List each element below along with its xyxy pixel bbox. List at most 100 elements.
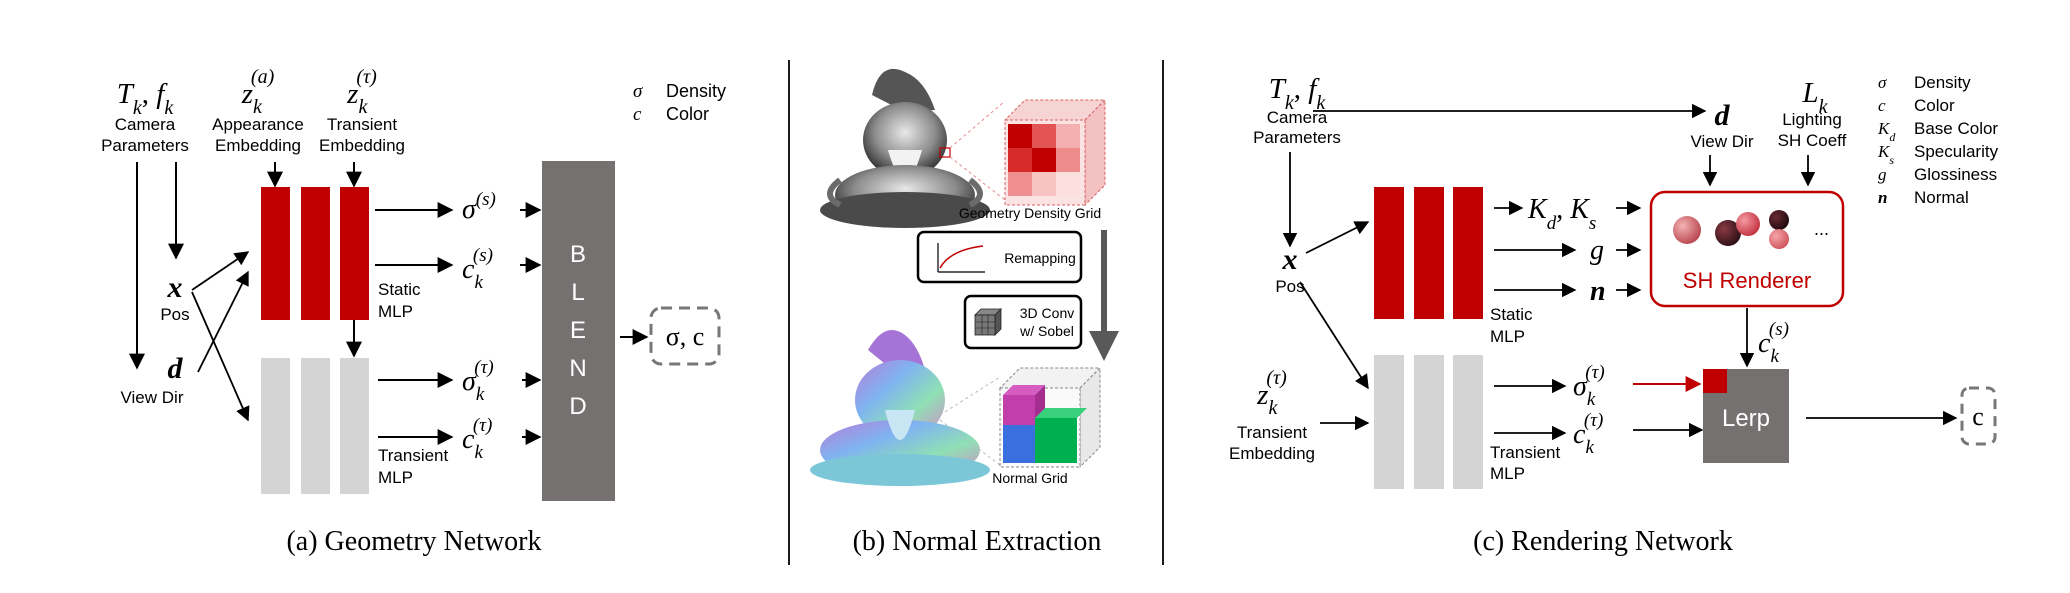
kd-ks-label: Kd, Ks [1527, 194, 1596, 234]
legend-c-symbol: g [1878, 165, 1887, 184]
legend-c-symbol: Ks [1877, 142, 1894, 167]
legend-c-symbol: Kd [1877, 119, 1896, 144]
lighting-label-2: SH Coeff [1778, 131, 1847, 150]
appearance-embedding-label-1: Appearance [212, 115, 304, 134]
geometry-grid-label: Geometry Density Grid [959, 205, 1101, 221]
red-voxel-cube-icon [1003, 98, 1107, 207]
static-mlp-layer [301, 187, 330, 320]
transient-embedding-symbol: zk(τ) [346, 66, 377, 118]
transient-embedding-label-1: Transient [327, 115, 398, 134]
static-mlp-layer [1414, 187, 1444, 319]
sh-renderer-label: SH Renderer [1683, 268, 1811, 293]
transient-mlp-label-1: Transient [378, 446, 449, 465]
pos-c-symbol: x [1282, 243, 1298, 276]
arrow-pos-to-static [191, 251, 250, 291]
conv-label-2: w/ Sobel [1019, 323, 1074, 339]
grid-cube-icon [974, 308, 1002, 336]
transient-mlp-c-label-1: Transient [1490, 443, 1561, 462]
static-mlp-c [1374, 187, 1483, 319]
legend-a-density-label: Density [666, 81, 726, 101]
arrow-pos-to-transient [191, 291, 250, 422]
shaded-spheres-icon [1673, 210, 1789, 249]
blend-letter: E [570, 317, 586, 344]
sigma-static-label: σ(s) [462, 189, 496, 225]
color-transient-label: ck(τ) [462, 415, 492, 463]
arrow-dir-to-static [197, 270, 249, 373]
gnome-statue-normal-map-image [810, 330, 990, 486]
caption-b: (b) Normal Extraction [853, 526, 1102, 557]
panel-geometry-network: Tk, fk Camera Parameters zk(a) Appearanc… [101, 66, 726, 557]
static-mlp-layer [1453, 187, 1483, 319]
caption-a: (a) Geometry Network [286, 526, 541, 557]
gnome-statue-grayscale-image [820, 68, 990, 228]
conv-label-1: 3D Conv [1020, 305, 1074, 321]
panel-normal-extraction: Geometry Density Grid Remapping 3D Conv … [810, 68, 1119, 557]
legend-c-symbol: n [1878, 188, 1887, 207]
lighting-label-1: Lighting [1782, 110, 1842, 129]
panel-rendering-network: Tk, fk Camera Parameters d View Dir Lk L… [1229, 73, 1999, 557]
sh-renderer-box [1649, 190, 1845, 308]
pos-c-label: Pos [1275, 277, 1304, 296]
transient-embedding-c-label-1: Transient [1237, 423, 1308, 442]
legend-a-color-symbol: c [633, 104, 642, 125]
viewdir-symbol-d: d [168, 352, 184, 385]
transient-mlp-c [1374, 355, 1483, 489]
transient-mlp-a [261, 358, 369, 494]
transient-mlp-c-label-2: MLP [1490, 464, 1525, 483]
output-label-a: σ, c [666, 322, 705, 351]
output-box-c [1960, 386, 1997, 446]
legend-c-label: Normal [1914, 188, 1969, 207]
sigma-transient-label: σk(τ) [462, 357, 494, 405]
sigma-transient-c-label: σk(τ) [1573, 362, 1605, 410]
remapping-box [916, 230, 1083, 284]
curve-plot-icon [937, 243, 985, 273]
lighting-symbol: Lk [1801, 77, 1828, 118]
g-label: g [1590, 235, 1604, 266]
transient-mlp-layer [1414, 355, 1444, 489]
static-mlp-layer [1374, 187, 1404, 319]
camera-params-label-1: Camera [115, 115, 176, 134]
remapping-label: Remapping [1004, 250, 1076, 266]
legend-a-color-label: Color [666, 104, 709, 124]
legend-c-label: Color [1914, 96, 1955, 115]
n-label: n [1590, 276, 1606, 307]
static-mlp-c-label-2: MLP [1490, 327, 1525, 346]
appearance-embedding-label-2: Embedding [215, 136, 301, 155]
blend-box [542, 161, 615, 501]
viewdir-label: View Dir [121, 388, 184, 407]
color-static-label: ck(s) [462, 245, 493, 293]
legend-c-symbol: σ [1878, 73, 1887, 92]
camera-params-c-label-2: Parameters [1253, 128, 1341, 147]
output-label-c: c [1972, 402, 1984, 431]
legend-c-label: Glossiness [1914, 165, 1997, 184]
blend-letter: N [569, 355, 586, 382]
arrow-pos-to-static-c [1305, 221, 1370, 254]
transient-mlp-label-2: MLP [378, 468, 413, 487]
static-mlp-layer [261, 187, 290, 320]
transient-embedding-label-2: Embedding [319, 136, 405, 155]
pos-label: Pos [160, 305, 189, 324]
transient-mlp-layer [1374, 355, 1404, 489]
sh-ellipsis: ... [1814, 219, 1829, 239]
static-mlp-a [261, 187, 369, 320]
appearance-embedding-symbol: zk(a) [241, 66, 275, 118]
blend-letter: B [570, 241, 586, 268]
legend-a-density-symbol: σ [633, 81, 643, 102]
output-box-a [649, 306, 721, 366]
legend-c-label: Specularity [1914, 142, 1999, 161]
static-mlp-layer [340, 187, 369, 320]
arrow-pos-to-transient-c [1299, 281, 1369, 390]
lerp-label: Lerp [1722, 405, 1770, 432]
caption-c: (c) Rendering Network [1473, 526, 1733, 557]
camera-params-label-2: Parameters [101, 136, 189, 155]
blend-letter: D [569, 393, 586, 420]
transient-mlp-layer [301, 358, 330, 494]
camera-params-symbol: Tk, fk [117, 78, 175, 119]
static-mlp-c-label-1: Static [1490, 305, 1533, 324]
transient-mlp-layer [261, 358, 290, 494]
legend-c-label: Density [1914, 73, 1971, 92]
legend-c-symbol: c [1878, 96, 1886, 115]
legend-c: σ Density c Color Kd Base Color Ks Specu… [1877, 73, 1999, 207]
static-mlp-label-2: MLP [378, 302, 413, 321]
